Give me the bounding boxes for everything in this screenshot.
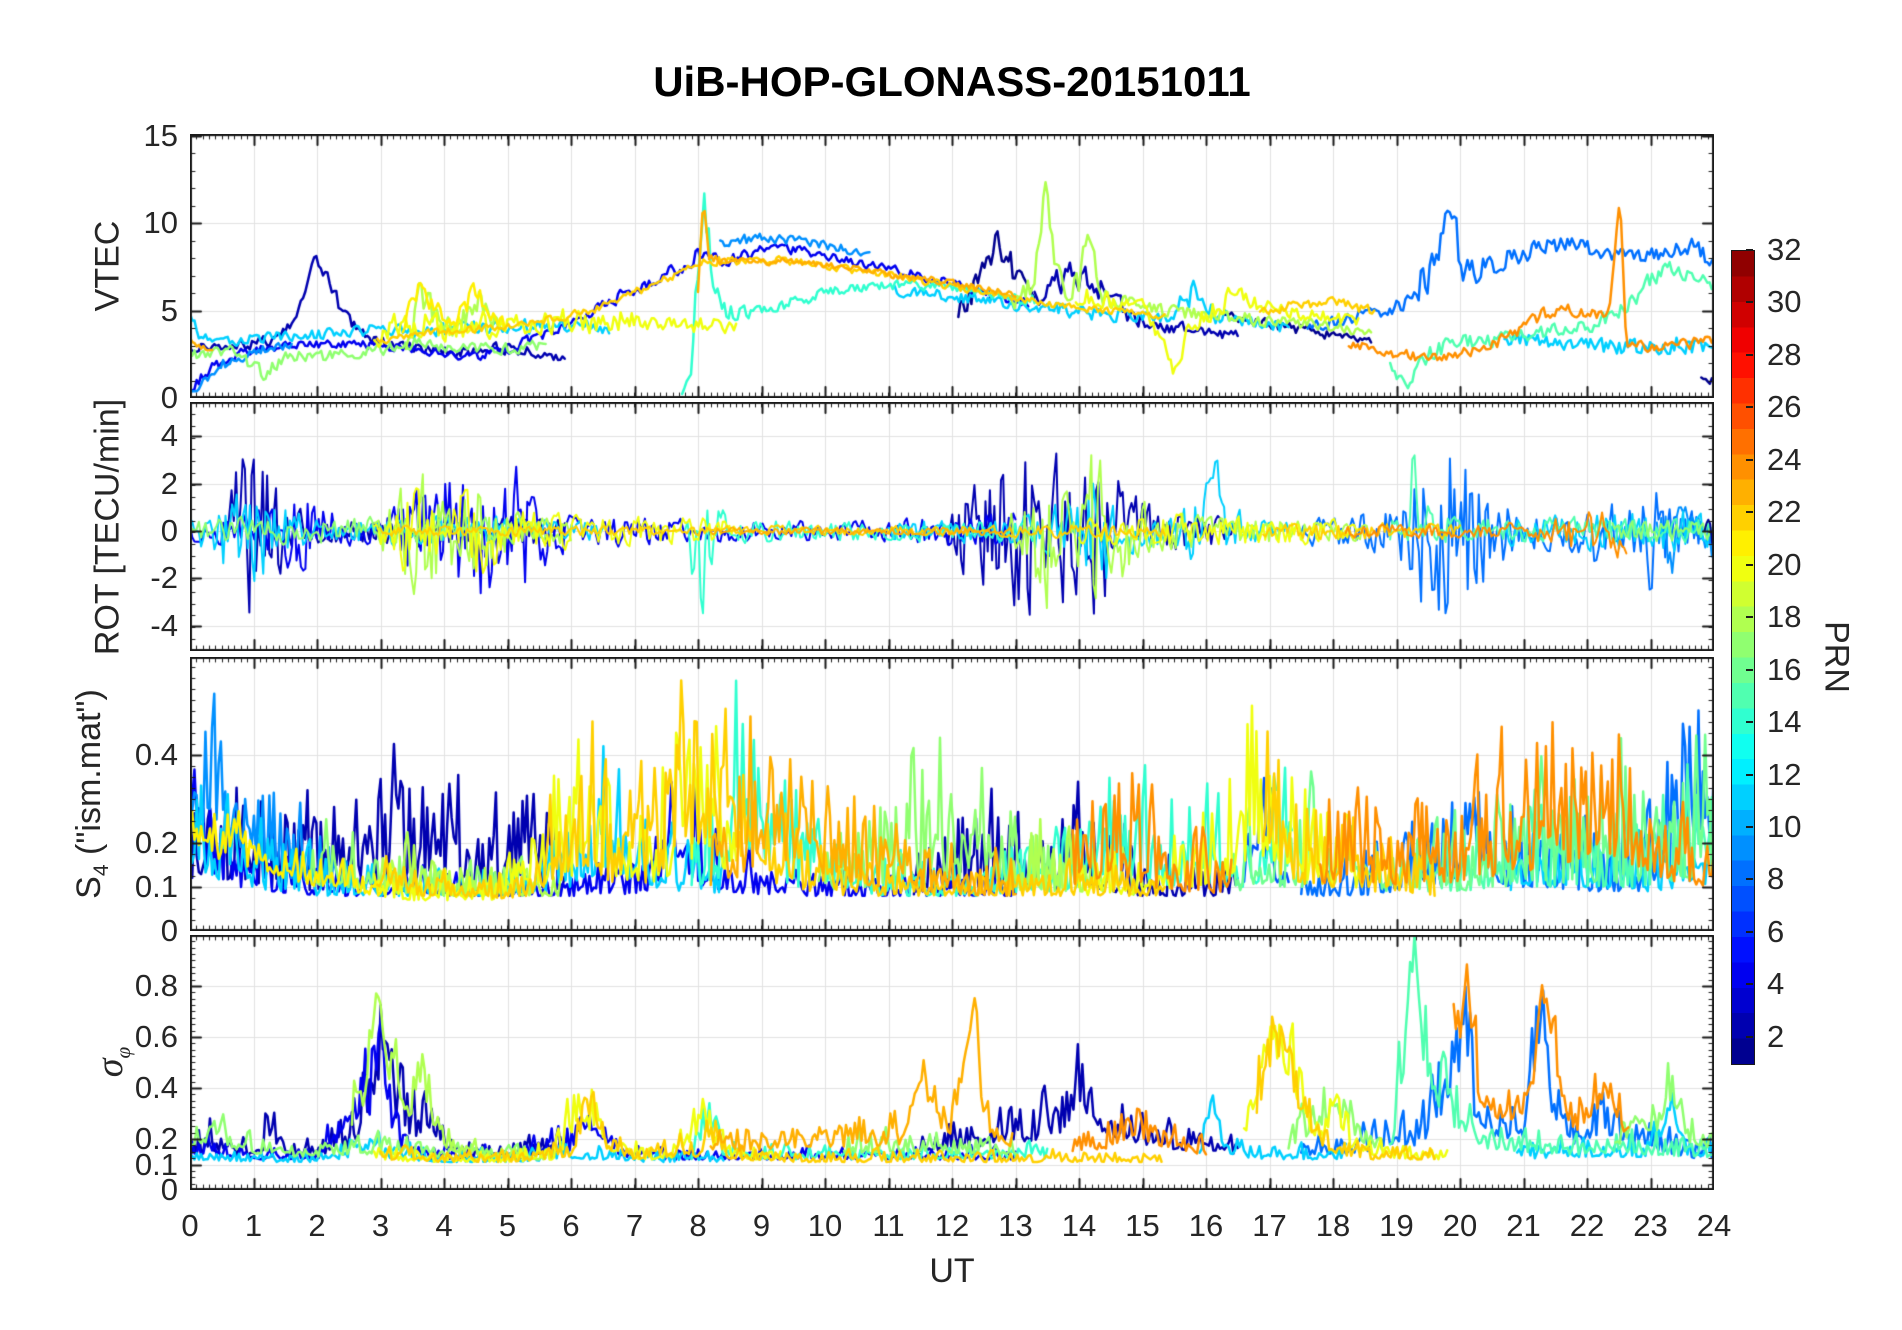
panel-canvas-rot <box>190 402 1714 651</box>
y-tick-label-rot: 4 <box>160 418 178 454</box>
colorbar-tick-label: 30 <box>1767 284 1802 320</box>
y-tick-label-vtec: 0 <box>160 380 178 415</box>
panel-canvas-s4 <box>190 657 1714 931</box>
colorbar-tick-label: 24 <box>1767 441 1802 477</box>
x-tick-label: 2 <box>308 1208 326 1243</box>
y-tick-label-sigmaphi: 0.2 <box>134 1121 178 1156</box>
colorbar-tick-mark <box>1746 1035 1753 1038</box>
y-tick-label-sigmaphi: 0.1 <box>134 1146 178 1182</box>
chart-title: UiB-HOP-GLONASS-20151011 <box>653 58 1251 105</box>
panel-canvas-sigma-phi <box>190 935 1714 1190</box>
colorbar-tick-mark <box>1746 930 1753 933</box>
colorbar-tick-label: 28 <box>1767 336 1802 372</box>
colorbar-label-prn: PRN <box>1817 621 1856 693</box>
ylabel-sigma-phi: σφ <box>89 1046 135 1078</box>
colorbar-tick-label: 20 <box>1767 546 1802 582</box>
y-tick-label-rot: 2 <box>160 465 178 501</box>
colorbar-tick-mark <box>1746 511 1753 514</box>
y-tick-label-sigmaphi: 0.6 <box>134 1019 178 1054</box>
colorbar-tick-label: 12 <box>1767 756 1802 792</box>
colorbar-tick-label: 16 <box>1767 651 1802 687</box>
x-tick-label: 1 <box>244 1208 263 1243</box>
colorbar-tick-mark <box>1746 983 1753 986</box>
colorbar-tick-mark <box>1746 668 1753 671</box>
x-tick-label: 23 <box>1633 1208 1668 1243</box>
colorbar-tick-mark <box>1746 825 1753 828</box>
colorbar-tick-label: 2 <box>1767 1018 1785 1054</box>
x-tick-label: 24 <box>1696 1208 1732 1243</box>
y-tick-label-rot: -2 <box>150 560 178 596</box>
x-tick-label: 3 <box>371 1208 390 1243</box>
colorbar-tick-label: 10 <box>1767 808 1802 844</box>
colorbar-tick-mark <box>1746 878 1753 881</box>
y-tick-label-vtec: 10 <box>143 205 178 241</box>
x-tick-label: 19 <box>1379 1208 1414 1243</box>
x-tick-label: 7 <box>625 1208 644 1243</box>
ylabel-rot: ROT [TECU/min] <box>88 398 127 656</box>
colorbar-tick-mark <box>1746 721 1753 724</box>
ylabel-vtec: VTEC <box>88 220 127 312</box>
y-tick-label-sigmaphi: 0 <box>160 1172 178 1207</box>
colorbar-tick-label: 18 <box>1767 599 1802 635</box>
y-tick-label-s4: 0 <box>160 913 178 948</box>
x-tick-label: 9 <box>752 1208 771 1243</box>
y-tick-label-sigmaphi: 0.4 <box>134 1070 178 1105</box>
colorbar-tick-mark <box>1746 249 1753 251</box>
colorbar-tick-mark <box>1746 406 1753 409</box>
x-tick-label: 6 <box>562 1208 580 1243</box>
y-tick-label-sigmaphi: 0.8 <box>134 968 178 1003</box>
y-tick-label-vtec: 5 <box>160 292 178 328</box>
x-tick-label: 18 <box>1315 1208 1351 1243</box>
x-tick-label: 14 <box>1061 1208 1097 1243</box>
colorbar-tick-mark <box>1746 458 1753 461</box>
y-tick-label-s4: 0.2 <box>134 825 178 861</box>
colorbar-tick-mark <box>1746 773 1753 776</box>
y-tick-label-rot: 0 <box>160 513 178 548</box>
colorbar-tick-label: 6 <box>1767 913 1785 949</box>
colorbar-tick-mark <box>1746 616 1753 619</box>
x-tick-label: 17 <box>1252 1208 1287 1243</box>
colorbar-tick-label: 26 <box>1767 389 1802 425</box>
colorbar-tick-mark <box>1746 301 1753 304</box>
colorbar-prn <box>1731 250 1755 1065</box>
colorbar-tick-label: 8 <box>1767 861 1785 897</box>
x-tick-label: 13 <box>998 1208 1033 1243</box>
x-tick-label: 15 <box>1125 1208 1160 1243</box>
x-tick-label: 12 <box>934 1208 970 1243</box>
ylabel-s4: S4 ("ism.mat") <box>70 689 113 899</box>
y-tick-label-rot: -4 <box>150 607 178 643</box>
y-tick-label-vtec: 15 <box>143 117 178 153</box>
x-tick-label: 4 <box>435 1208 453 1243</box>
colorbar-tick-mark <box>1746 353 1753 356</box>
colorbar-tick-mark <box>1746 563 1753 566</box>
x-tick-label: 11 <box>872 1208 905 1243</box>
panel-canvas-vtec <box>190 134 1714 398</box>
x-tick-label: 22 <box>1569 1208 1605 1243</box>
colorbar-tick-label: 32 <box>1767 232 1802 267</box>
xlabel-ut: UT <box>929 1252 975 1290</box>
colorbar-tick-label: 14 <box>1767 704 1802 740</box>
colorbar-tick-label: 22 <box>1767 494 1802 530</box>
y-tick-label-s4: 0.4 <box>134 737 178 773</box>
y-tick-label-s4: 0.1 <box>134 869 178 905</box>
x-tick-label: 8 <box>689 1208 707 1243</box>
x-tick-label: 5 <box>498 1208 517 1243</box>
x-tick-label: 16 <box>1188 1208 1224 1243</box>
x-tick-label: 10 <box>807 1208 843 1243</box>
x-tick-label: 21 <box>1506 1208 1541 1243</box>
colorbar-tick-label: 4 <box>1767 966 1785 1002</box>
x-tick-label: 20 <box>1442 1208 1478 1243</box>
x-tick-label: 0 <box>181 1208 199 1243</box>
